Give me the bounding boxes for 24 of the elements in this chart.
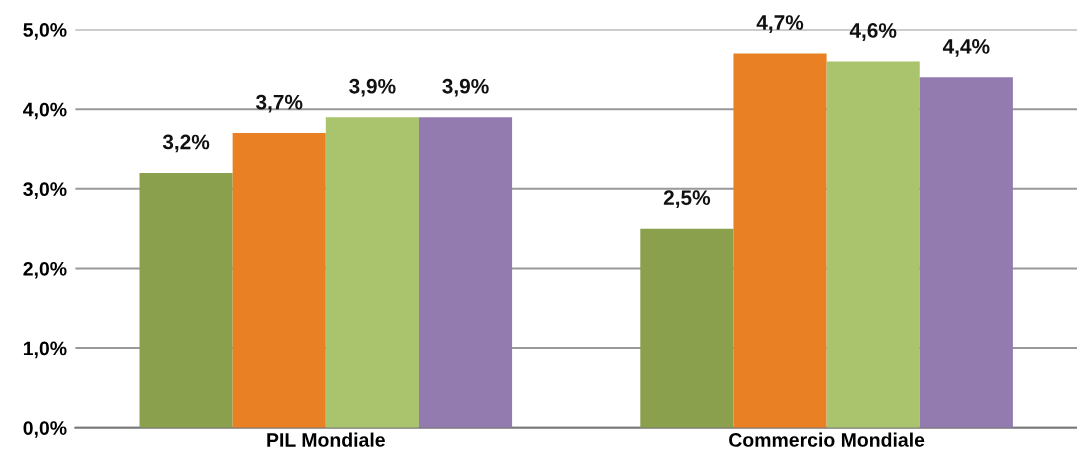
- data-label: 3,2%: [162, 134, 210, 153]
- y-tick-label: 1,0%: [23, 341, 67, 359]
- y-tick-label: 2,0%: [23, 261, 67, 279]
- data-label: 2,5%: [663, 190, 711, 209]
- data-label: 3,7%: [255, 94, 303, 113]
- bar: [139, 172, 233, 428]
- data-label: 3,9%: [442, 78, 489, 97]
- data-label: 4,7%: [756, 15, 804, 33]
- bar: [733, 53, 827, 428]
- bar: [919, 77, 1013, 428]
- x-tick-label: Commercio Mondiale: [729, 432, 925, 447]
- data-label: 4,6%: [849, 23, 897, 41]
- bar: [325, 117, 419, 428]
- bar: [826, 61, 920, 428]
- x-tick-label: PIL Mondiale: [267, 432, 385, 447]
- bar: [640, 228, 734, 428]
- y-tick-label: 0,0%: [23, 421, 67, 438]
- bar: [232, 133, 326, 428]
- y-tick-label: 5,0%: [23, 23, 67, 40]
- y-tick-label: 3,0%: [23, 182, 67, 199]
- y-tick-label: 4,0%: [23, 102, 67, 120]
- data-label: 3,9%: [349, 78, 396, 97]
- data-label: 4,4%: [942, 39, 990, 57]
- bar: [418, 117, 513, 428]
